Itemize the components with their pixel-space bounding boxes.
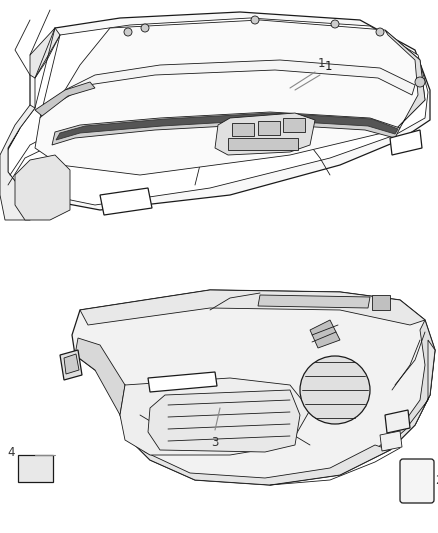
Text: 2: 2 (435, 474, 438, 488)
Circle shape (331, 20, 339, 28)
Text: 4: 4 (7, 447, 15, 459)
Polygon shape (80, 290, 425, 325)
Polygon shape (382, 340, 435, 450)
Polygon shape (128, 432, 390, 485)
Polygon shape (215, 113, 315, 155)
Polygon shape (5, 128, 20, 155)
Bar (372, 295, 390, 310)
Polygon shape (385, 30, 425, 130)
Ellipse shape (300, 356, 370, 424)
Polygon shape (75, 338, 125, 415)
Polygon shape (56, 113, 398, 140)
Polygon shape (64, 354, 79, 374)
Text: 1: 1 (318, 57, 325, 70)
Polygon shape (15, 155, 70, 220)
Polygon shape (120, 378, 310, 455)
Polygon shape (0, 105, 50, 220)
Polygon shape (148, 390, 300, 452)
Bar (232, 123, 254, 136)
Text: 1: 1 (325, 60, 332, 73)
Polygon shape (35, 82, 95, 116)
FancyBboxPatch shape (400, 459, 434, 503)
Polygon shape (30, 28, 60, 78)
Polygon shape (8, 18, 428, 205)
Polygon shape (380, 431, 402, 451)
Polygon shape (390, 130, 422, 155)
Polygon shape (310, 320, 340, 348)
Polygon shape (100, 188, 152, 215)
Bar (283, 118, 305, 132)
Polygon shape (35, 20, 425, 175)
Polygon shape (258, 295, 370, 308)
Polygon shape (72, 290, 435, 485)
Polygon shape (385, 410, 410, 433)
Text: 3: 3 (211, 436, 219, 449)
Polygon shape (148, 372, 217, 392)
Circle shape (124, 28, 132, 36)
Polygon shape (375, 320, 435, 450)
Bar (228, 138, 298, 150)
Polygon shape (60, 350, 82, 380)
Bar (18, 455, 53, 482)
Polygon shape (62, 60, 415, 100)
Polygon shape (52, 112, 400, 145)
Circle shape (376, 28, 384, 36)
Bar (258, 121, 280, 135)
Polygon shape (5, 12, 430, 210)
Circle shape (251, 16, 259, 24)
Circle shape (415, 77, 425, 87)
Circle shape (141, 24, 149, 32)
